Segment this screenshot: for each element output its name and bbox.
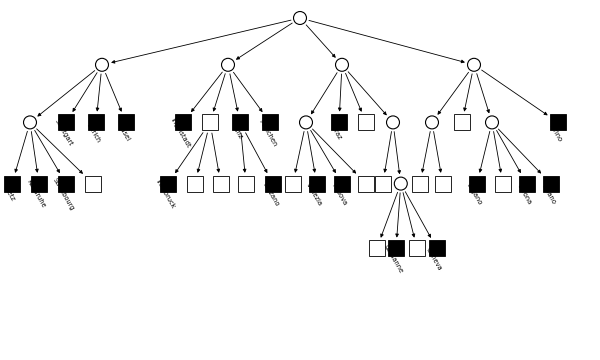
Text: Karlsruhe: Karlsruhe <box>26 179 47 209</box>
Bar <box>358 114 374 130</box>
Bar <box>85 176 101 192</box>
Bar <box>543 176 559 192</box>
Text: Venezia: Venezia <box>305 181 323 207</box>
Bar <box>58 114 74 130</box>
Bar <box>388 240 404 256</box>
Text: Strasbourg: Strasbourg <box>52 177 75 211</box>
Text: Zurich: Zurich <box>86 122 101 144</box>
Bar <box>175 114 191 130</box>
Bar <box>331 114 347 130</box>
Bar <box>309 176 325 192</box>
Bar <box>202 114 218 130</box>
Bar <box>262 114 278 130</box>
Text: Geneva: Geneva <box>425 246 443 271</box>
Text: Linz: Linz <box>232 126 244 140</box>
Bar <box>238 176 254 192</box>
Bar <box>88 114 104 130</box>
Text: Ingolstadt: Ingolstadt <box>169 117 191 149</box>
Bar <box>4 176 20 192</box>
Bar <box>31 176 47 192</box>
Text: Verona: Verona <box>516 183 533 206</box>
Bar <box>469 176 485 192</box>
Text: Metz: Metz <box>3 186 16 202</box>
Bar <box>187 176 203 192</box>
Text: Lugano: Lugano <box>466 182 483 206</box>
Text: Basel: Basel <box>116 123 131 142</box>
Text: Padova: Padova <box>331 182 348 206</box>
Bar <box>412 176 428 192</box>
Bar <box>265 176 281 192</box>
Bar <box>375 176 391 192</box>
Bar <box>495 176 511 192</box>
Bar <box>232 114 248 130</box>
Text: Milano: Milano <box>540 183 556 205</box>
Text: Innsbruck: Innsbruck <box>155 179 176 210</box>
Text: Stuttgart: Stuttgart <box>53 118 73 147</box>
Bar <box>435 176 451 192</box>
Bar <box>369 240 385 256</box>
Bar <box>519 176 535 192</box>
Text: Lausanne: Lausanne <box>383 243 404 274</box>
Bar <box>213 176 229 192</box>
Bar <box>285 176 301 192</box>
Bar <box>454 114 470 130</box>
Text: Graz: Graz <box>330 125 343 141</box>
Text: München: München <box>257 118 278 147</box>
Bar <box>409 240 425 256</box>
Bar <box>429 240 445 256</box>
Bar <box>58 176 74 192</box>
Text: Bolzano: Bolzano <box>261 181 280 207</box>
Bar <box>160 176 176 192</box>
Bar <box>358 176 374 192</box>
Bar <box>118 114 134 130</box>
Text: Torino: Torino <box>548 123 563 143</box>
Bar <box>550 114 566 130</box>
Bar <box>334 176 350 192</box>
